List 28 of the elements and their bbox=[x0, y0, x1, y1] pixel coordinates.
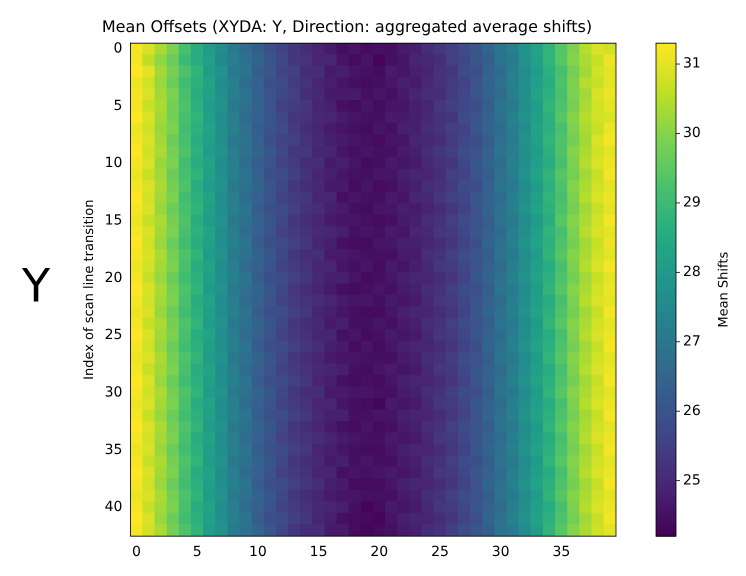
y-axis-title: Index of scan line transition bbox=[82, 200, 98, 380]
x-tick-label: 10 bbox=[248, 544, 267, 560]
y-tick-label: 10 bbox=[104, 155, 122, 172]
y-tick-label: 30 bbox=[104, 384, 122, 401]
color-bar-label: 27 bbox=[683, 333, 701, 350]
color-bar-title: Mean Shifts bbox=[716, 252, 732, 328]
color-bar-label: 26 bbox=[683, 402, 701, 419]
color-bar-label: 31 bbox=[683, 56, 701, 72]
y-tick-label: 35 bbox=[104, 442, 122, 458]
x-tick-label: 30 bbox=[492, 544, 510, 560]
x-tick-label: 25 bbox=[431, 544, 449, 560]
x-tick-label: 0 bbox=[132, 544, 141, 560]
color-bar-label: 25 bbox=[683, 472, 701, 488]
color-bar-label: 28 bbox=[683, 264, 701, 280]
x-tick-label: 20 bbox=[370, 544, 388, 560]
x-tick-label: 35 bbox=[552, 544, 570, 560]
y-tick-label: 5 bbox=[113, 98, 122, 114]
y-tick-label: 15 bbox=[104, 212, 122, 229]
color-bar-label: 29 bbox=[683, 194, 701, 211]
text: Y bbox=[20, 258, 51, 313]
y-tick-label: 20 bbox=[104, 270, 122, 286]
color-bar-label: 30 bbox=[683, 125, 701, 142]
y-tick-label: 40 bbox=[104, 499, 122, 516]
y-tick-label: 0 bbox=[113, 40, 122, 57]
y-tick-label: 25 bbox=[104, 327, 122, 344]
x-tick-label: 15 bbox=[310, 544, 328, 560]
chart-title: Mean Offsets (XYDA: Y, Direction: aggregated average shifts) bbox=[102, 16, 592, 36]
x-tick-label: 5 bbox=[192, 544, 202, 560]
